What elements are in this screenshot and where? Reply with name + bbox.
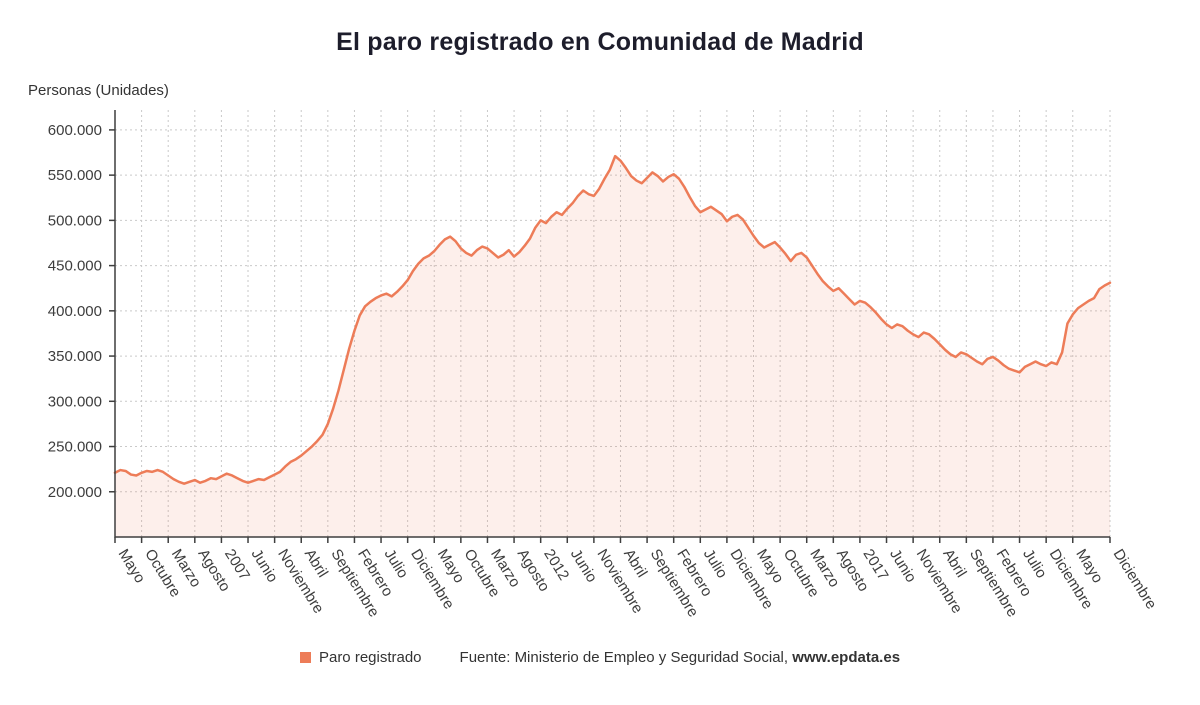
series-area bbox=[115, 156, 1110, 537]
y-axis-title: Personas (Unidades) bbox=[28, 82, 169, 99]
chart-title: El paro registrado en Comunidad de Madri… bbox=[336, 28, 864, 56]
svg-text:250.000: 250.000 bbox=[48, 439, 102, 456]
legend-label: Paro registrado bbox=[318, 649, 422, 666]
series-line bbox=[113, 154, 1112, 485]
svg-text:Junio: Junio bbox=[886, 546, 919, 585]
svg-text:300.000: 300.000 bbox=[48, 393, 102, 410]
source-text: Fuente: Ministerio de Empleo y Seguridad… bbox=[460, 649, 901, 666]
svg-text:Diciembre: Diciembre bbox=[1110, 546, 1160, 612]
svg-text:350.000: 350.000 bbox=[48, 348, 102, 365]
svg-text:450.000: 450.000 bbox=[48, 258, 102, 275]
y-tick-labels: 200.000 250.000 300.000 350.000 400.000 450.0… bbox=[48, 122, 115, 501]
svg-text:400.000: 400.000 bbox=[48, 303, 102, 320]
gridlines bbox=[114, 110, 1111, 537]
svg-text:Junio: Junio bbox=[567, 546, 600, 585]
source-prefix: Fuente: Ministerio de Empleo y Seguridad… bbox=[459, 649, 793, 666]
svg-text:Mayo: Mayo bbox=[115, 546, 149, 586]
svg-text:600.000: 600.000 bbox=[48, 122, 102, 139]
svg-text:500.000: 500.000 bbox=[48, 212, 102, 229]
svg-text:200.000: 200.000 bbox=[48, 484, 102, 501]
x-tick-labels: MayoOctubreMarzoAgosto2007JunioNoviembre… bbox=[114, 537, 1160, 620]
epdata-link[interactable]: www.epdata.es bbox=[792, 649, 901, 666]
legend: Paro registrado Fuente: Ministerio de Em… bbox=[0, 649, 1200, 666]
svg-text:Junio: Junio bbox=[248, 546, 281, 585]
series-color-swatch bbox=[299, 652, 311, 663]
legend-item-paro-registrado: Paro registrado bbox=[299, 649, 422, 666]
svg-text:550.000: 550.000 bbox=[48, 167, 102, 184]
